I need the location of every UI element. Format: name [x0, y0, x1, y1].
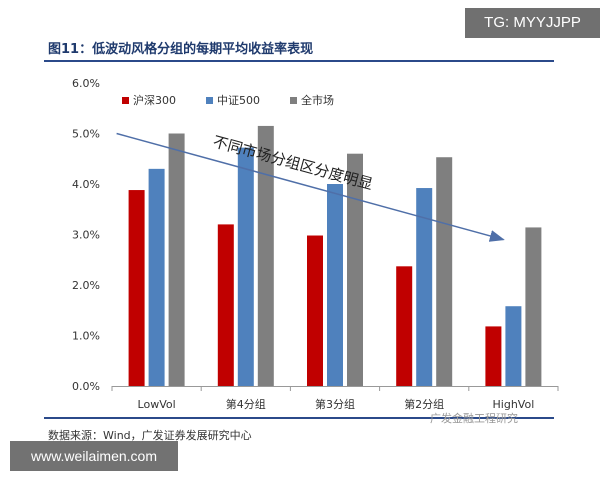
- y-tick-label: 3.0%: [72, 229, 100, 242]
- legend-label: 全市场: [301, 93, 334, 107]
- legend-swatch: [122, 97, 129, 104]
- source-note: 数据来源：Wind，广发证券发展研究中心: [48, 429, 252, 442]
- bar: [416, 188, 433, 386]
- y-tick-label: 2.0%: [72, 279, 100, 292]
- bar: [217, 224, 234, 386]
- bar: [525, 227, 542, 386]
- category-label: HighVol: [493, 398, 535, 411]
- legend-label: 中证500: [217, 94, 260, 107]
- bar: [347, 153, 363, 386]
- title-divider: [44, 60, 554, 62]
- bar: [148, 168, 165, 386]
- y-tick-label: 5.0%: [72, 128, 100, 141]
- category-label: 第4分组: [226, 397, 266, 411]
- category-label: LowVol: [138, 398, 176, 411]
- bar: [485, 326, 502, 386]
- trend-arrow: [116, 132, 505, 242]
- legend-label: 沪深300: [133, 93, 176, 107]
- category-label: 第2分组: [404, 397, 444, 411]
- y-tick-label: 1.0%: [72, 330, 100, 343]
- bar: [396, 266, 413, 386]
- watermark-top: TG: MYYJJPP: [465, 8, 600, 38]
- chart-title: 图11：低波动风格分组的每期平均收益率表现: [48, 42, 314, 57]
- legend-swatch: [290, 97, 297, 104]
- bar: [128, 190, 145, 386]
- bar: [436, 157, 453, 386]
- bar: [327, 184, 343, 386]
- bar: [237, 147, 254, 386]
- bar: [257, 125, 274, 387]
- y-tick-label: 4.0%: [72, 178, 100, 191]
- category-label: 第3分组: [315, 397, 355, 411]
- bar: [168, 133, 185, 386]
- x-axis: LowVol 第4分组 第3分组 第2分组 HighVol: [111, 386, 559, 411]
- bars-group: [128, 125, 542, 387]
- y-tick-label: 0.0%: [72, 380, 100, 393]
- watermark-bottom: www.weilaimen.com: [10, 441, 178, 471]
- footer-divider: [44, 417, 554, 419]
- watermark-logo-text: 广发金融工程研究: [430, 412, 518, 425]
- bar: [307, 235, 323, 386]
- legend-swatch: [206, 97, 213, 104]
- bar: [505, 306, 522, 386]
- y-tick-label: 6.0%: [72, 77, 100, 90]
- y-axis: 0.0% 1.0% 2.0% 3.0% 4.0% 5.0% 6.0%: [72, 77, 100, 393]
- legend: 沪深300 中证500 全市场: [122, 93, 334, 107]
